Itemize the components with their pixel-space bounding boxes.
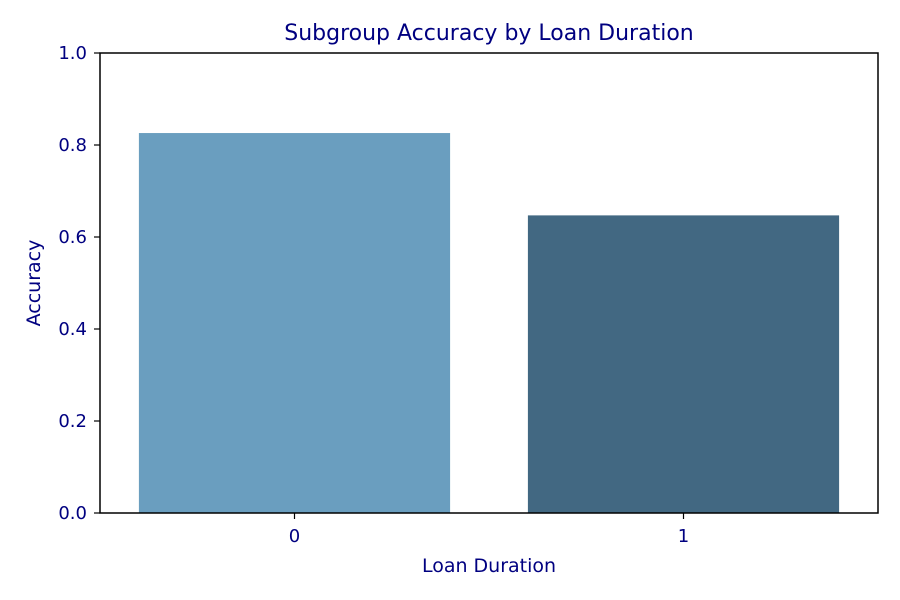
bar-0	[138, 133, 451, 514]
y-tick-label-0.6: 0.6	[58, 227, 87, 248]
x-tick-label-0: 0	[289, 526, 300, 547]
x-axis-label: Loan Duration	[422, 555, 556, 577]
bar-1	[527, 215, 840, 513]
y-axis-ticks: 0.0 0.2 0.4 0.6 0.8 1.0	[58, 43, 100, 524]
y-axis-label: Accuracy	[23, 240, 45, 327]
x-tick-label-1: 1	[678, 526, 689, 547]
bars-layer	[138, 133, 840, 514]
plot-frame	[99, 52, 879, 514]
y-tick-label-1.0: 1.0	[58, 43, 87, 64]
y-tick-label-0.4: 0.4	[58, 319, 87, 340]
y-tick-label-0.8: 0.8	[58, 135, 87, 156]
y-tick-label-0.0: 0.0	[58, 503, 87, 524]
chart-title: Subgroup Accuracy by Loan Duration	[284, 21, 693, 46]
y-tick-label-0.2: 0.2	[58, 411, 87, 432]
